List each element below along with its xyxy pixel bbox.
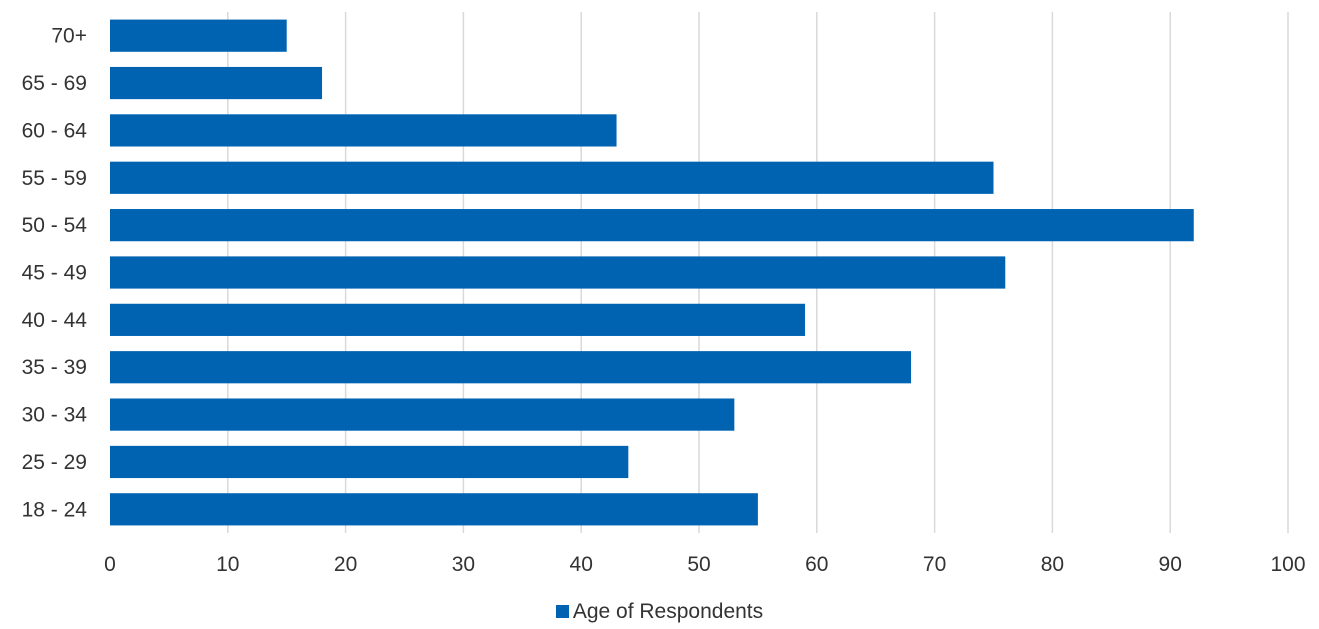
bar-50-54: [110, 209, 1194, 242]
bar-40-44: [110, 303, 806, 336]
x-tick-label: 40: [570, 553, 593, 576]
legend-label: Age of Respondents: [572, 600, 764, 623]
category-label: 40 - 44: [22, 309, 88, 332]
bars: [110, 19, 1194, 526]
x-tick-label: 10: [216, 553, 239, 576]
category-label: 60 - 64: [22, 119, 88, 142]
x-tick-label: 80: [1041, 553, 1064, 576]
x-tick-label: 0: [104, 553, 116, 576]
category-label: 18 - 24: [22, 498, 88, 521]
category-label: 45 - 49: [22, 262, 87, 285]
category-label: 30 - 34: [22, 404, 88, 427]
bar-65-69: [110, 66, 323, 100]
bar-18-24: [110, 493, 758, 526]
bar-30-34: [110, 398, 735, 431]
bar-25-29: [110, 445, 629, 479]
category-label: 70+: [51, 25, 87, 48]
x-tick-label: 50: [687, 553, 710, 576]
bar-35-39: [110, 351, 912, 384]
bar-60-64: [110, 114, 617, 147]
x-tick-label: 100: [1270, 553, 1305, 576]
bar-45-49: [110, 256, 1006, 289]
chart-svg: 18 - 24 25 - 29 30 - 34 35 - 39 40 - 44 45 - …: [22, 12, 1306, 576]
category-label: 55 - 59: [22, 167, 87, 190]
legend: Age of Respondents: [0, 600, 1319, 624]
x-tick-label: 90: [1159, 553, 1182, 576]
legend-swatch: [555, 605, 569, 618]
x-tick-label: 70: [923, 553, 946, 576]
x-tick-labels: 0 10 20 30 40 50 60 70 80 90 100: [104, 553, 1305, 576]
x-tick-label: 60: [805, 553, 828, 576]
bar-70plus: [110, 19, 287, 52]
category-label: 65 - 69: [22, 72, 87, 95]
x-tick-label: 20: [334, 553, 357, 576]
x-tick-label: 30: [452, 553, 475, 576]
category-labels: 18 - 24 25 - 29 30 - 34 35 - 39 40 - 44 45 - …: [22, 25, 88, 522]
category-label: 50 - 54: [22, 214, 88, 237]
category-label: 25 - 29: [22, 451, 87, 474]
category-label: 35 - 39: [22, 356, 87, 379]
bar-55-59: [110, 161, 994, 194]
